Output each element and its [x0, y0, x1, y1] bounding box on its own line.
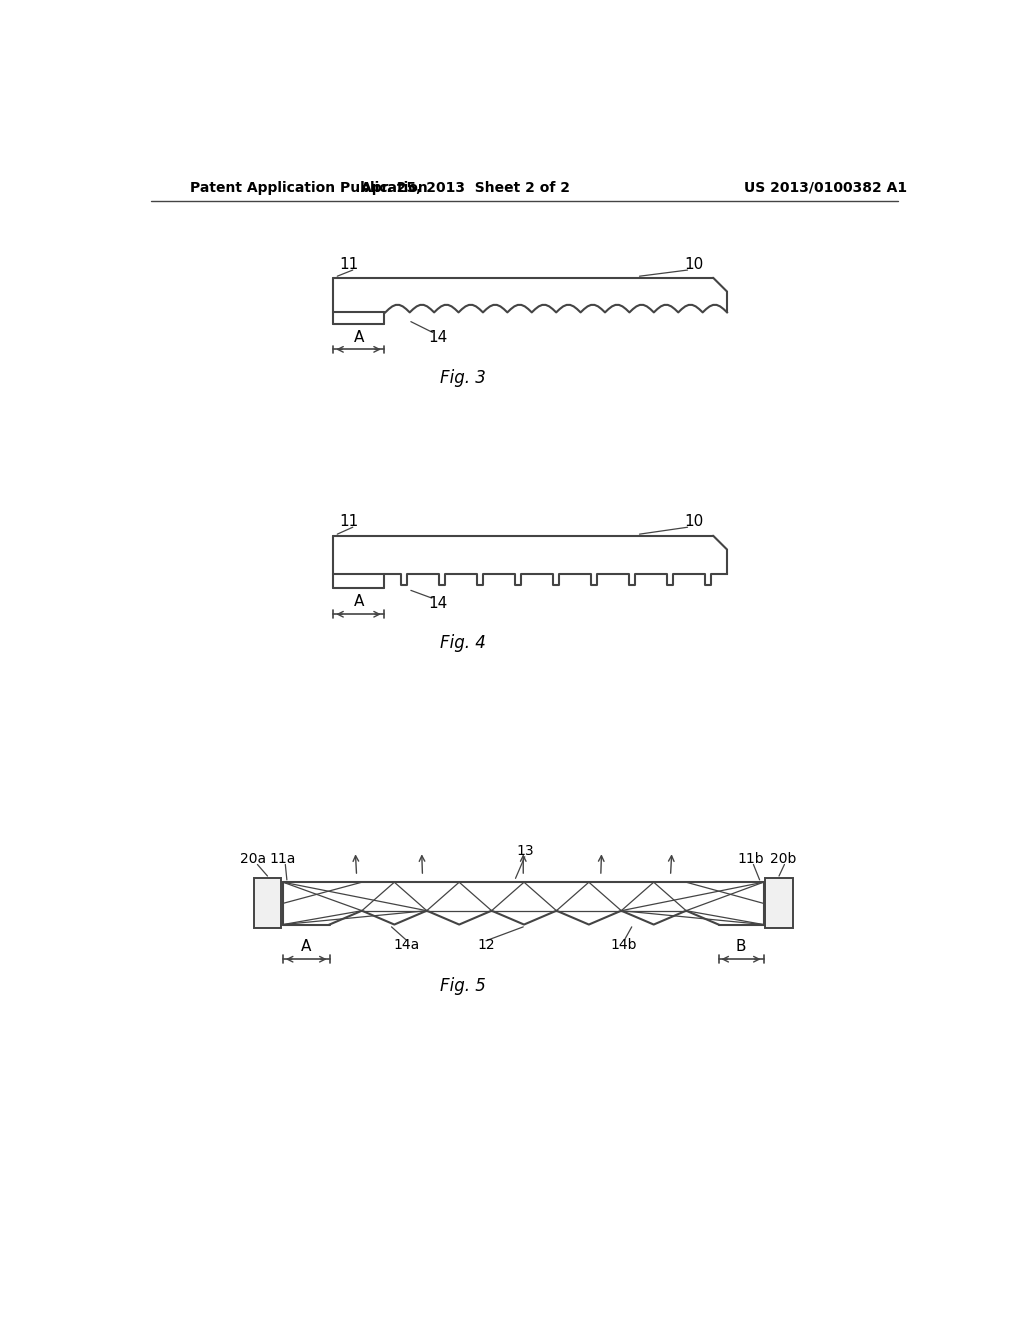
Text: A: A: [353, 330, 364, 345]
Text: Fig. 3: Fig. 3: [440, 368, 485, 387]
Text: 10: 10: [684, 257, 703, 272]
Text: Fig. 5: Fig. 5: [440, 977, 485, 995]
Text: Apr. 25, 2013  Sheet 2 of 2: Apr. 25, 2013 Sheet 2 of 2: [360, 181, 569, 194]
Text: 11b: 11b: [737, 853, 764, 866]
Text: 13: 13: [516, 845, 534, 858]
Text: Patent Application Publication: Patent Application Publication: [190, 181, 428, 194]
Text: 11: 11: [339, 515, 358, 529]
Text: 10: 10: [684, 515, 703, 529]
Text: 14: 14: [428, 595, 447, 611]
Text: 14: 14: [428, 330, 447, 345]
Text: B: B: [736, 940, 746, 954]
Text: Fig. 4: Fig. 4: [440, 635, 485, 652]
Text: 14b: 14b: [610, 939, 637, 952]
Bar: [765, 878, 793, 928]
Bar: [254, 878, 282, 928]
Text: US 2013/0100382 A1: US 2013/0100382 A1: [744, 181, 907, 194]
Text: 11a: 11a: [269, 853, 296, 866]
Text: 14a: 14a: [394, 939, 420, 952]
Text: A: A: [301, 940, 311, 954]
Text: 12: 12: [477, 939, 495, 952]
Text: 20a: 20a: [241, 853, 266, 866]
Text: 11: 11: [339, 257, 358, 272]
Text: A: A: [353, 594, 364, 610]
Text: 20b: 20b: [770, 853, 796, 866]
